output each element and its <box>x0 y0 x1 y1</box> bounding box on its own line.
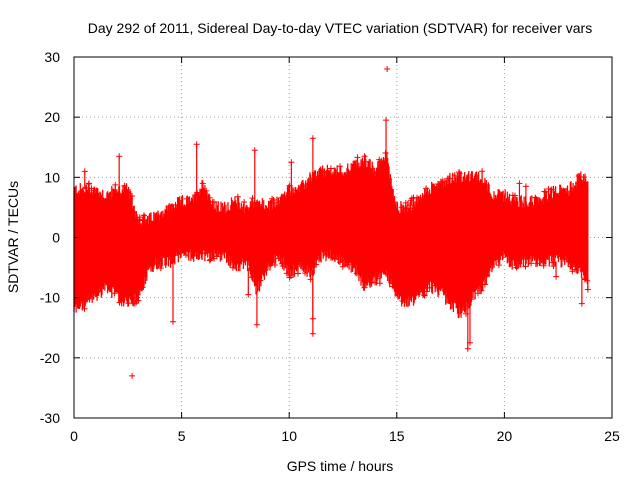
data-point <box>495 262 502 269</box>
data-point <box>512 192 518 199</box>
data-point <box>542 188 549 195</box>
data-point <box>327 165 334 172</box>
data-point <box>193 141 200 148</box>
data-point <box>139 284 146 291</box>
data-point <box>251 147 258 154</box>
data-point <box>241 198 248 205</box>
data-point <box>129 193 136 200</box>
data-point <box>283 270 290 277</box>
data-point <box>199 180 206 187</box>
data-point <box>516 180 523 187</box>
data-point <box>466 339 473 346</box>
x-tick-label: 0 <box>70 428 78 444</box>
data-point <box>309 135 316 142</box>
data-point <box>309 330 316 337</box>
data-point <box>141 212 147 219</box>
x-tick-label: 10 <box>281 428 297 444</box>
data-point <box>136 214 143 221</box>
data-point <box>584 286 591 293</box>
data-point <box>384 66 391 73</box>
data-point <box>479 168 486 175</box>
x-tick-label: 15 <box>389 428 405 444</box>
y-tick-label: 10 <box>44 169 60 185</box>
data-point <box>468 296 475 303</box>
data-point <box>478 287 485 294</box>
data-point <box>423 288 430 295</box>
data-point <box>269 195 276 202</box>
y-tick-label: -30 <box>40 410 60 426</box>
data-point <box>245 291 252 298</box>
data-point <box>131 300 138 307</box>
chart-title: Day 292 of 2011, Sidereal Day-to-day VTE… <box>88 20 592 36</box>
data-point <box>129 372 136 379</box>
data-point <box>540 262 547 269</box>
data-point <box>383 117 390 124</box>
data-point <box>376 280 383 287</box>
axis-ticks: 0 5 10 15 20 25 -30 -20 -10 0 10 20 30 <box>40 49 620 444</box>
data-point <box>295 270 301 277</box>
data-point <box>81 168 88 175</box>
x-axis-label: GPS time / hours <box>287 458 394 474</box>
data-points <box>73 66 591 379</box>
data-point <box>270 196 277 203</box>
data-point <box>112 181 119 188</box>
data-point <box>549 259 556 266</box>
data-point <box>313 261 320 268</box>
y-tick-label: -10 <box>40 290 60 306</box>
y-tick-label: 0 <box>52 230 60 246</box>
data-point <box>481 281 488 288</box>
y-tick-label: -20 <box>40 350 60 366</box>
data-point <box>528 260 535 267</box>
data-point <box>136 216 143 223</box>
data-point <box>86 180 93 187</box>
data-point <box>81 305 88 312</box>
x-tick-label: 5 <box>178 428 186 444</box>
y-tick-label: 30 <box>44 49 60 65</box>
data-point <box>206 194 213 201</box>
data-point <box>116 153 123 160</box>
data-point <box>157 265 164 272</box>
data-point <box>421 291 427 298</box>
data-point <box>553 273 560 280</box>
x-tick-label: 25 <box>604 428 620 444</box>
data-point <box>548 186 555 193</box>
data-point <box>288 159 295 166</box>
y-axis-label: SDTVAR / TECUs <box>5 181 21 293</box>
data-point <box>361 153 368 160</box>
data-point <box>408 195 415 202</box>
data-point <box>135 297 142 304</box>
data-point <box>584 277 591 284</box>
data-point <box>414 194 420 201</box>
data-point <box>578 300 585 307</box>
data-point <box>125 300 132 307</box>
data-point <box>169 318 176 325</box>
data-point <box>446 175 453 182</box>
data-point <box>407 202 413 209</box>
x-tick-label: 20 <box>497 428 513 444</box>
data-point <box>354 154 361 161</box>
data-point <box>253 321 260 328</box>
data-point <box>234 193 241 200</box>
data-point <box>436 186 443 193</box>
y-tick-label: 20 <box>44 109 60 125</box>
data-point <box>423 185 430 192</box>
data-point <box>203 187 210 194</box>
data-point <box>257 277 264 284</box>
data-point <box>111 290 118 297</box>
data-point <box>271 261 278 268</box>
data-point <box>337 163 343 170</box>
data-point <box>361 284 368 291</box>
data-point <box>522 263 529 270</box>
data-point <box>464 345 471 352</box>
data-point <box>421 292 428 299</box>
data-point <box>522 183 529 190</box>
data-point <box>423 198 430 205</box>
data-point <box>207 256 214 263</box>
